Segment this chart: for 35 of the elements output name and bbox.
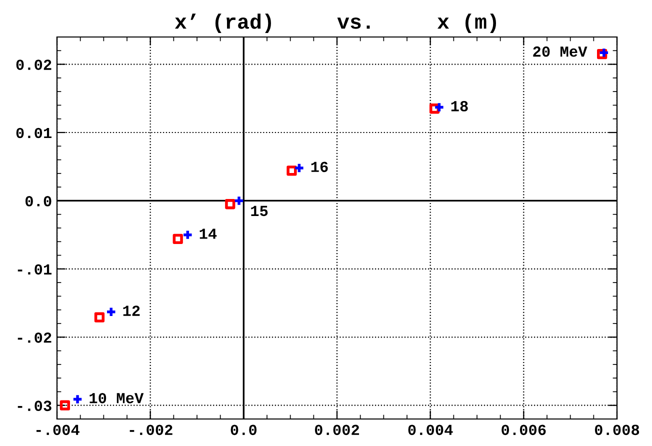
y-tick-label: 0.02 <box>16 60 52 70</box>
point <box>600 48 608 57</box>
x-tick-label: 0.0 <box>230 424 257 436</box>
point <box>107 308 116 316</box>
point <box>286 166 297 176</box>
annotation: 18 <box>451 100 468 112</box>
point <box>60 400 70 410</box>
annotation: 15 <box>251 206 268 216</box>
point <box>184 230 192 239</box>
y-tick-label: -.02 <box>18 332 52 343</box>
x-tick-label: 0.004 <box>408 424 453 436</box>
point <box>73 395 82 404</box>
point <box>234 196 244 205</box>
x-tick-label: 0.002 <box>314 424 360 436</box>
chart-title: x’ (rad) vs. x (m) <box>174 14 496 33</box>
point <box>94 312 105 322</box>
point <box>429 104 440 114</box>
y-tick-label: 0.01 <box>16 128 52 138</box>
point <box>225 199 236 210</box>
point <box>597 48 608 60</box>
x-tick-label: 0.006 <box>502 424 546 436</box>
annotation: 16 <box>311 162 328 172</box>
point <box>295 164 304 172</box>
point <box>435 103 444 112</box>
annotation: 12 <box>123 306 140 316</box>
x-tick-label: -.002 <box>130 424 172 436</box>
x-tick-label: -.004 <box>36 424 80 436</box>
annotation: 10 MeV <box>90 392 144 404</box>
x-tick-label: 0.008 <box>594 424 640 436</box>
point <box>172 234 183 244</box>
annotation: 20 MeV <box>533 46 588 57</box>
annotation: 14 <box>200 228 217 239</box>
y-tick-label: -.01 <box>18 264 52 275</box>
y-tick-label: -.03 <box>18 400 52 412</box>
y-tick-label: 0.0 <box>26 196 52 206</box>
